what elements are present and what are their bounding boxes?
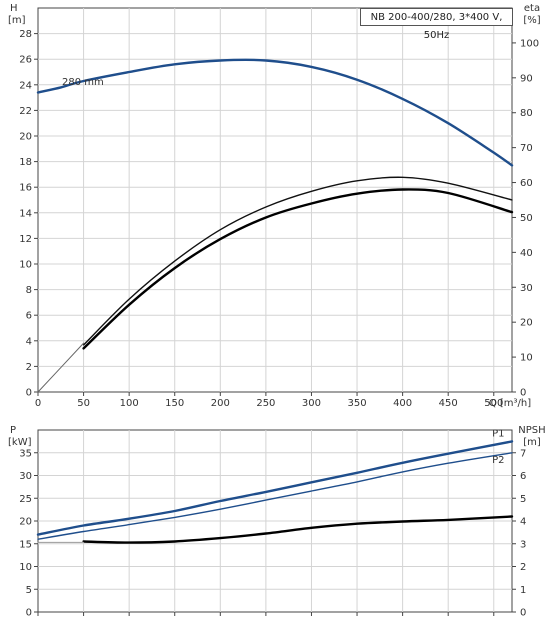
top-plot-frame	[37, 7, 513, 393]
bottom-left-tick-label: 15	[19, 539, 32, 550]
series-p1-line	[36, 440, 514, 536]
bottom-left-tick-label: 35	[19, 448, 32, 459]
x-tick-label: 250	[256, 398, 275, 409]
bottom-left-tick-label: 30	[19, 471, 32, 482]
bottom-right-axis-label: NPSH	[518, 425, 545, 436]
top-left-tick-label: 10	[19, 260, 32, 271]
top-left-tick-label: 20	[19, 132, 32, 143]
top-right-tick-label: 30	[520, 283, 533, 294]
top-left-tick-label: 16	[19, 183, 32, 194]
bottom-right-axis-unit: [m]	[523, 437, 541, 448]
bottom-right-tick-label: 5	[520, 494, 526, 505]
top-panel	[34, 7, 516, 396]
chart-title: NB 200-400/280, 3*400 V, 50Hz	[360, 8, 513, 41]
bottom-right-tick-label: 7	[520, 448, 526, 459]
top-right-tick-label: 50	[520, 213, 533, 224]
x-tick-label: 350	[347, 398, 366, 409]
bottom-right-tick-label: 4	[520, 517, 526, 528]
series-p2-label: P2	[492, 455, 504, 466]
top-left-tick-label: 8	[26, 285, 32, 296]
series-280-mm-line	[36, 58, 514, 167]
top-left-axis-unit: [m]	[8, 15, 26, 26]
curve-annotation: 280 mm	[62, 77, 104, 88]
top-left-tick-label: 24	[19, 80, 32, 91]
top-left-tick-label: 14	[19, 208, 32, 219]
top-right-axis-unit: [%]	[523, 15, 540, 26]
top-right-tick-label: 60	[520, 178, 533, 189]
top-right-axis-label: eta	[524, 3, 540, 14]
series-p2-line	[37, 452, 513, 540]
top-series-3-line	[37, 342, 85, 393]
bottom-right-tick-label: 3	[520, 539, 526, 550]
bottom-right-tick-label: 1	[520, 585, 526, 596]
x-tick-label: 300	[302, 398, 321, 409]
top-right-tick-label: 20	[520, 318, 533, 329]
bottom-left-axis-unit: [kW]	[8, 437, 32, 448]
bottom-series-2-line	[82, 515, 514, 544]
x-tick-label: 400	[393, 398, 412, 409]
bottom-left-tick-label: 10	[19, 562, 32, 573]
bottom-left-tick-label: 20	[19, 517, 32, 528]
x-tick-label: 50	[77, 398, 90, 409]
top-right-tick-label: 40	[520, 248, 533, 259]
bottom-right-tick-label: 0	[520, 608, 526, 619]
x-tick-label: 150	[165, 398, 184, 409]
top-left-tick-label: 0	[26, 388, 32, 399]
bottom-left-tick-label: 25	[19, 494, 32, 505]
bottom-left-axis-label: P	[10, 425, 16, 436]
top-right-tick-label: 80	[520, 108, 533, 119]
x-tick-label: 0	[35, 398, 41, 409]
x-tick-label: 500	[484, 398, 503, 409]
top-left-axis-label: H	[10, 3, 18, 14]
top-left-tick-label: 12	[19, 234, 32, 245]
top-series-1-line	[82, 176, 513, 346]
top-left-tick-label: 2	[26, 362, 32, 373]
x-tick-label: 200	[211, 398, 230, 409]
top-right-tick-label: 0	[520, 388, 526, 399]
bottom-panel	[34, 429, 516, 616]
bottom-right-tick-label: 2	[520, 562, 526, 573]
top-left-tick-label: 26	[19, 55, 32, 66]
bottom-right-tick-label: 6	[520, 471, 526, 482]
x-axis-label: Q [m³/h]	[489, 398, 531, 409]
top-right-tick-label: 100	[520, 38, 539, 49]
x-tick-label: 100	[120, 398, 139, 409]
top-right-tick-label: 70	[520, 143, 533, 154]
top-right-tick-label: 90	[520, 73, 533, 84]
x-tick-label: 450	[439, 398, 458, 409]
top-left-tick-label: 6	[26, 311, 32, 322]
bottom-left-tick-label: 0	[26, 608, 32, 619]
top-left-tick-label: 22	[19, 106, 32, 117]
top-right-tick-label: 10	[520, 353, 533, 364]
top-left-tick-label: 28	[19, 29, 32, 40]
series-p1-label: P1	[492, 428, 504, 439]
top-left-tick-label: 4	[26, 336, 32, 347]
top-left-tick-label: 18	[19, 157, 32, 168]
bottom-left-tick-label: 5	[26, 585, 32, 596]
top-series-2-line	[82, 188, 514, 350]
